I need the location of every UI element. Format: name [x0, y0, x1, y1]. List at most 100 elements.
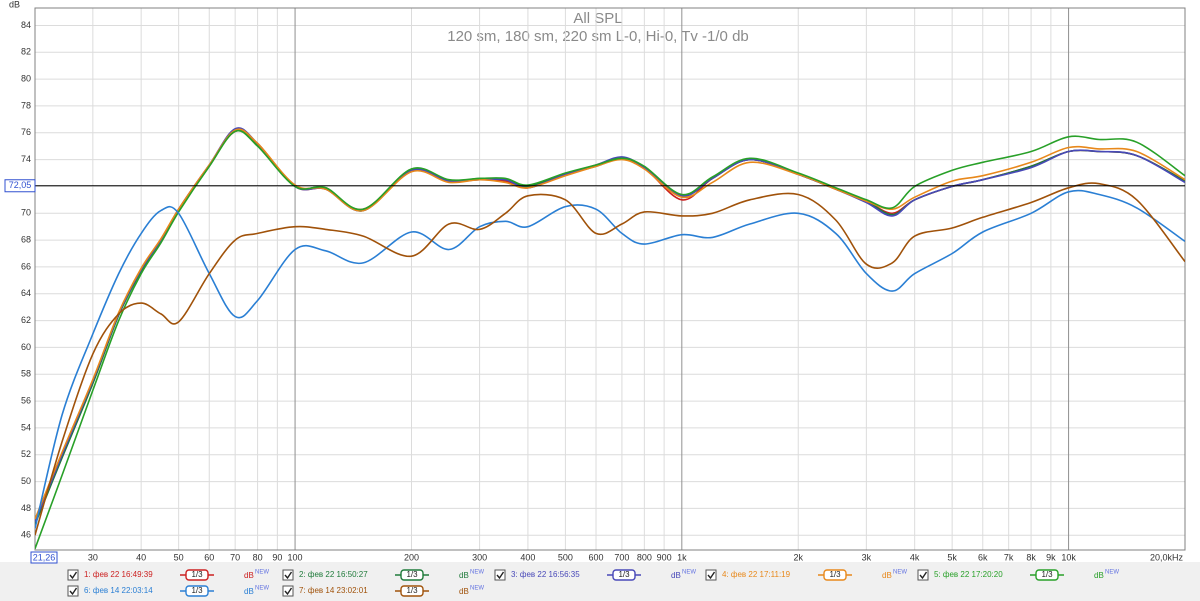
- x-tick-label: 21,26: [33, 552, 56, 562]
- y-tick-label: 82: [21, 47, 31, 57]
- legend-check: [919, 571, 928, 580]
- legend-smooth-box: [400, 569, 424, 581]
- x-tick-label: 90: [272, 552, 282, 562]
- legend-smoothing: 1/3: [406, 586, 418, 595]
- x-tick-label: 200: [404, 552, 419, 562]
- legend-smooth-box: [185, 569, 209, 581]
- series-line: [35, 129, 1185, 549]
- legend-checkbox: [282, 569, 294, 581]
- legend-entry: 2: фев 22 16:50:27 1/3 dB NEW: [282, 569, 484, 581]
- series-line: [35, 127, 1185, 523]
- legend-label: 3: фев 22 16:56:35: [511, 570, 580, 579]
- legend-badge: NEW: [255, 570, 269, 576]
- x-tick-label: 10k: [1061, 552, 1076, 562]
- y-tick-label: 66: [21, 261, 31, 271]
- legend-check: [69, 587, 78, 596]
- legend-label: 7: фев 14 23:02:01: [299, 586, 368, 595]
- x-tick-label: 1k: [677, 552, 687, 562]
- legend-entry: 7: фев 14 23:02:01 1/3 dB NEW: [282, 585, 484, 597]
- series-line: [35, 189, 1185, 529]
- y-tick-label: 70: [21, 208, 31, 218]
- x-tick-label: 400: [520, 552, 535, 562]
- legend-checkbox: [282, 585, 294, 597]
- x-tick-label: 900: [657, 552, 672, 562]
- x-tick-label: 5k: [947, 552, 957, 562]
- legend-label: 1: фев 22 16:49:39: [84, 570, 153, 579]
- legend-unit: dB: [459, 571, 469, 580]
- y-tick-label: 48: [21, 503, 31, 513]
- legend-checkbox: [705, 569, 717, 581]
- x-tick-label: 4k: [910, 552, 920, 562]
- series-line: [35, 182, 1185, 536]
- y-axis-label: dB: [9, 0, 20, 9]
- legend-smoothing: 1/3: [406, 570, 418, 579]
- x-tick-label: 300: [472, 552, 487, 562]
- legend-smooth-box: [1035, 569, 1059, 581]
- series-line: [35, 128, 1185, 520]
- legend-entry: 4: фев 22 17:11:19 1/3 dB NEW: [705, 569, 907, 581]
- y-tick-label: 68: [21, 234, 31, 244]
- legend-unit: dB: [244, 571, 254, 580]
- legend-smooth-box: [612, 569, 636, 581]
- x-tick-label: 8k: [1026, 552, 1036, 562]
- legend-entry: 3: фев 22 16:56:35 1/3 dB NEW: [494, 569, 696, 581]
- legend-entry: 1: фев 22 16:49:39 1/3 dB NEW: [67, 569, 269, 581]
- x-tick-label: 40: [136, 552, 146, 562]
- y-tick-label: 78: [21, 100, 31, 110]
- x-tick-label: 2k: [793, 552, 803, 562]
- y-tick-label: 60: [21, 342, 31, 352]
- series-line: [35, 129, 1185, 523]
- legend-check: [707, 571, 716, 580]
- legend-smooth-box: [400, 585, 424, 597]
- legend-checkbox: [67, 585, 79, 597]
- x-tick-label: 30: [88, 552, 98, 562]
- legend-badge: NEW: [1105, 570, 1119, 576]
- chart-subtitle: 120 sm, 180 sm, 220 sm L-0, Hi-0, Tv -1/…: [447, 28, 749, 45]
- legend-smoothing: 1/3: [191, 586, 203, 595]
- legend-entry: 5: фев 22 17:20:20 1/3 dB NEW: [917, 569, 1119, 581]
- chart-title: All SPL: [573, 10, 622, 27]
- legend-label: 2: фев 22 16:50:27: [299, 570, 368, 579]
- y-tick-label: 52: [21, 449, 31, 459]
- legend-unit: dB: [671, 571, 681, 580]
- y-tick-label: 62: [21, 315, 31, 325]
- plot-lines: [35, 127, 1185, 549]
- y-tick-label: 50: [21, 476, 31, 486]
- x-tick-label: 100: [288, 552, 303, 562]
- x-tick-label: 60: [204, 552, 214, 562]
- legend-unit: dB: [1094, 571, 1104, 580]
- legend-badge: NEW: [682, 570, 696, 576]
- x-start-box: [30, 551, 58, 564]
- y-tick-label: 76: [21, 127, 31, 137]
- legend-smooth-box: [185, 585, 209, 597]
- legend-badge: NEW: [470, 570, 484, 576]
- y-tick-label: 56: [21, 395, 31, 405]
- x-tick-label: 50: [174, 552, 184, 562]
- cursor-box: [4, 179, 36, 193]
- y-tick-label: 80: [21, 73, 31, 83]
- x-tick-label: 600: [589, 552, 604, 562]
- legend-smoothing: 1/3: [191, 570, 203, 579]
- cursor-label: 72,05: [9, 180, 32, 190]
- x-tick-label: 70: [230, 552, 240, 562]
- x-tick-label: 3k: [862, 552, 872, 562]
- series-line: [35, 128, 1185, 525]
- x-tick-label: 9k: [1046, 552, 1056, 562]
- legend-smoothing: 1/3: [618, 570, 630, 579]
- legend-unit: dB: [459, 587, 469, 596]
- x-tick-label: 7k: [1004, 552, 1014, 562]
- legend-label: 5: фев 22 17:20:20: [934, 570, 1003, 579]
- x-tick-label: 80: [253, 552, 263, 562]
- legend-unit: dB: [882, 571, 892, 580]
- y-tick-label: 54: [21, 422, 31, 432]
- legend-badge: NEW: [893, 570, 907, 576]
- legend-check: [284, 571, 293, 580]
- legend-badge: NEW: [470, 586, 484, 592]
- legend-smooth-box: [823, 569, 847, 581]
- legend-smoothing: 1/3: [1041, 570, 1053, 579]
- legend-unit: dB: [244, 587, 254, 596]
- y-tick-label: 46: [21, 530, 31, 540]
- legend-checkbox: [67, 569, 79, 581]
- legend-smoothing: 1/3: [829, 570, 841, 579]
